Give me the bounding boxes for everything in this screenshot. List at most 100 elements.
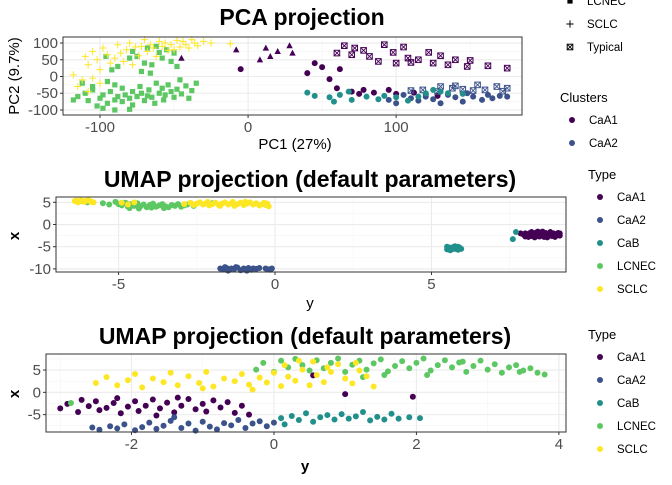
- point-lcnec: [115, 63, 121, 70]
- point-caa2: [479, 96, 486, 103]
- legend-key-caa1: [597, 354, 603, 360]
- umap-1-panel-border: [55, 196, 567, 273]
- point-lcnec: [106, 201, 113, 208]
- point-sclc: [117, 49, 125, 57]
- point-lcnec: [156, 90, 162, 96]
- point-lcnec: [186, 95, 192, 101]
- point-cab: [430, 86, 437, 93]
- point-lcnec: [193, 80, 199, 86]
- point-caa1: [333, 85, 340, 92]
- legend-key-lcnec: [567, 0, 573, 4]
- point-sclc: [285, 373, 292, 380]
- legend-key-cab: [597, 400, 603, 406]
- point-caa1: [389, 49, 397, 56]
- point-lcnec: [459, 358, 466, 365]
- point-lcnec: [253, 366, 260, 373]
- umap-2-y-tick-label: 5: [33, 362, 41, 379]
- point-caa1: [171, 409, 178, 416]
- point-caa1: [75, 408, 82, 415]
- point-caa2: [249, 420, 256, 427]
- point-lcnec: [107, 88, 113, 95]
- point-sclc: [363, 373, 370, 380]
- point-caa1: [409, 393, 416, 400]
- point-lcnec: [129, 48, 136, 54]
- point-cab: [288, 412, 295, 419]
- point-sclc: [89, 74, 97, 82]
- point-lcnec: [427, 367, 434, 374]
- point-caa2: [452, 82, 459, 90]
- point-caa1: [142, 402, 149, 409]
- point-caa2: [256, 265, 263, 272]
- point-lcnec: [90, 87, 96, 93]
- point-caa2: [160, 422, 167, 429]
- point-sclc: [93, 56, 101, 64]
- legend-label: CaA1: [617, 192, 646, 204]
- point-sclc: [88, 198, 95, 205]
- point-cab: [295, 416, 302, 423]
- point-lcnec: [119, 99, 125, 105]
- point-caa2: [235, 416, 242, 423]
- point-sclc: [131, 43, 140, 51]
- point-caa1: [522, 233, 529, 240]
- point-sclc: [161, 39, 169, 47]
- umap-1-x-tick-label: -5: [112, 276, 125, 293]
- point-lcnec: [306, 367, 313, 374]
- point-caa2: [263, 423, 270, 430]
- umap-2-y-axis-label: x: [6, 389, 23, 398]
- point-sclc: [246, 381, 253, 388]
- point-caa1: [156, 405, 163, 412]
- point-lcnec: [164, 47, 170, 53]
- point-lcnec: [127, 95, 133, 101]
- point-sclc: [207, 39, 215, 47]
- point-caa2: [474, 81, 481, 89]
- point-sclc: [170, 46, 178, 54]
- umap-1-x-axis-label: y: [306, 295, 314, 312]
- point-caa1: [552, 233, 559, 240]
- point-cab: [444, 90, 451, 97]
- point-caa1: [210, 397, 217, 404]
- point-sclc: [89, 47, 97, 55]
- point-sclc: [226, 40, 234, 48]
- point-caa1: [517, 230, 524, 237]
- point-lcnec: [381, 371, 388, 378]
- point-sclc: [306, 382, 313, 389]
- point-cab: [444, 246, 451, 253]
- point-sclc: [118, 199, 125, 206]
- umap-2-y-tick-label: 0: [33, 384, 41, 401]
- point-lcnec: [392, 363, 399, 370]
- point-caa1: [375, 58, 382, 65]
- point-sclc: [103, 374, 110, 381]
- point-sclc: [199, 385, 206, 392]
- point-sclc: [370, 383, 377, 390]
- point-sclc: [174, 382, 181, 389]
- legend-title: Type: [588, 167, 616, 182]
- point-lcnec: [506, 364, 513, 371]
- point-lcnec: [153, 43, 159, 49]
- point-lcnec: [135, 205, 142, 212]
- point-caa2: [493, 83, 501, 90]
- pca-y-tick-label: 100: [33, 35, 58, 52]
- point-cab: [422, 90, 429, 97]
- point-caa1: [289, 49, 296, 56]
- point-sclc: [270, 369, 277, 376]
- legend-key-cab: [597, 240, 603, 246]
- umap-2-x-tick-label: 2: [412, 436, 420, 453]
- point-cab: [311, 92, 318, 99]
- point-cab: [345, 415, 352, 422]
- point-cab: [367, 417, 374, 424]
- point-lcnec: [149, 94, 155, 100]
- point-sclc: [124, 201, 131, 208]
- point-lcnec: [168, 58, 174, 65]
- pca-y-tick-label: 50: [41, 52, 58, 69]
- point-cab: [352, 413, 359, 420]
- point-caa2: [267, 266, 274, 273]
- point-cab: [317, 414, 324, 421]
- point-caa1: [333, 49, 341, 57]
- chart-title-pca: PCA projection: [219, 4, 384, 30]
- legend-key-caa2: [569, 140, 575, 146]
- point-caa2: [437, 100, 444, 107]
- point-caa2: [199, 418, 206, 425]
- point-sclc: [106, 59, 114, 67]
- point-cab: [310, 418, 317, 425]
